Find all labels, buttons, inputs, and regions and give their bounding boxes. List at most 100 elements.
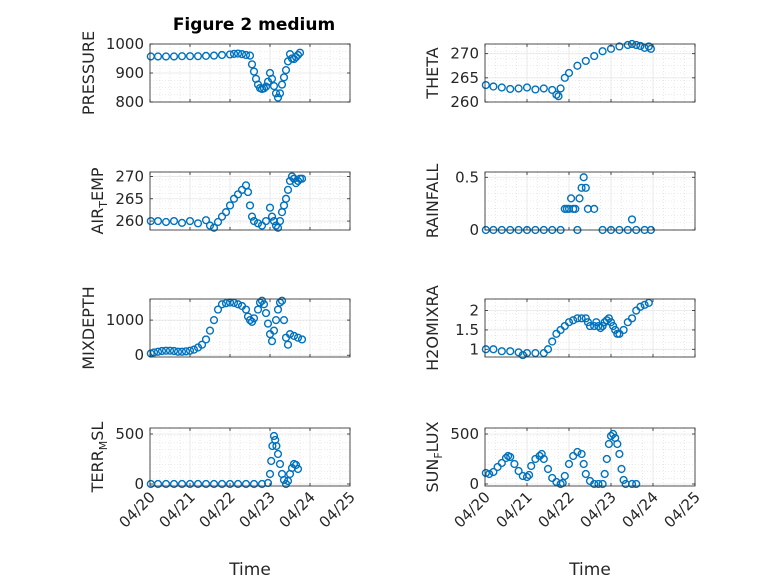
data-point xyxy=(293,176,303,186)
data-point xyxy=(560,73,569,82)
data-point xyxy=(489,82,498,91)
axes-box xyxy=(484,298,696,358)
data-point xyxy=(283,476,293,486)
y-axis-label-sub: F xyxy=(432,452,445,458)
data-point xyxy=(201,216,211,225)
data-point xyxy=(560,471,569,481)
y-axis-label: MIXDEPTH xyxy=(79,286,98,369)
data-point xyxy=(556,84,565,93)
data-point xyxy=(590,51,599,61)
axes-box xyxy=(149,427,351,487)
y-tick-label: 1000 xyxy=(106,311,144,329)
data-point xyxy=(594,479,603,489)
data-point xyxy=(247,60,257,69)
data-point xyxy=(165,346,175,355)
data-point xyxy=(161,52,171,61)
y-tick-label: 2 xyxy=(469,302,479,320)
data-point xyxy=(275,89,285,98)
y-tick-label: 265 xyxy=(115,190,144,208)
y-axis-label-rest: LUX xyxy=(423,421,442,452)
subplot-6: 11.52 H2OMIXRA xyxy=(423,285,696,371)
data-point xyxy=(275,459,285,469)
data-point xyxy=(249,216,259,226)
x-tick-label: 04/20 xyxy=(116,488,159,531)
data-point xyxy=(277,80,287,89)
data-point xyxy=(281,194,291,203)
data-point xyxy=(173,347,183,356)
data-point xyxy=(506,347,515,356)
data-point xyxy=(569,316,578,325)
data-point xyxy=(615,449,624,459)
data-point xyxy=(261,308,271,318)
y-axis-label: AIRTEMP xyxy=(88,167,110,234)
axes-box xyxy=(484,171,696,231)
data-point xyxy=(229,194,239,203)
data-point xyxy=(279,73,289,82)
data-point xyxy=(245,51,255,60)
y-tick-label: 260 xyxy=(115,212,144,230)
data-point xyxy=(585,321,595,331)
data-point xyxy=(259,300,269,309)
data-point xyxy=(169,52,179,61)
y-tick-label: 0.5 xyxy=(455,168,479,186)
y-axis-label: SUNFLUX xyxy=(423,421,445,492)
data-point xyxy=(283,340,293,349)
data-point xyxy=(291,460,301,470)
data-point xyxy=(283,185,293,194)
x-tick-label: 04/24 xyxy=(276,488,319,531)
data-point xyxy=(205,326,215,335)
x-tick-label: 04/21 xyxy=(156,488,199,531)
x-tick-label: 04/23 xyxy=(577,488,620,531)
data-point xyxy=(201,51,211,60)
data-point xyxy=(481,345,490,354)
data-point xyxy=(253,305,263,314)
data-point xyxy=(261,82,271,91)
y-axis-label: TERRMSL xyxy=(88,422,110,494)
data-point xyxy=(613,439,622,449)
data-point xyxy=(598,47,607,56)
axes-box xyxy=(149,298,351,358)
data-point xyxy=(510,459,519,469)
x-tick-label: 04/25 xyxy=(661,488,704,531)
subplot-2: 260 265 270 THETA xyxy=(423,39,696,111)
y-axis-label: H2OMIXRA xyxy=(423,285,442,371)
data-point xyxy=(527,461,536,471)
y-axis-label-main: TERR xyxy=(88,450,107,493)
data-point xyxy=(269,81,279,91)
data-point xyxy=(608,429,618,439)
y-axis-label-rest: EMP xyxy=(88,167,107,201)
data-point xyxy=(564,459,574,469)
data-point xyxy=(181,347,191,356)
data-point xyxy=(193,219,203,228)
data-point xyxy=(265,469,275,479)
data-point xyxy=(241,479,251,489)
data-point xyxy=(627,479,637,489)
y-tick-label: 500 xyxy=(450,425,479,443)
data-point xyxy=(249,314,259,323)
data-point xyxy=(209,51,219,60)
axes-box xyxy=(149,171,351,231)
x-tick-label: 04/20 xyxy=(451,488,494,531)
data-point xyxy=(566,194,576,203)
x-tick-label: 04/23 xyxy=(236,488,279,531)
data-point xyxy=(193,479,203,489)
y-axis-label: THETA xyxy=(423,47,442,99)
data-point xyxy=(524,470,534,480)
data-point xyxy=(623,40,632,50)
data-point xyxy=(293,464,303,474)
data-point xyxy=(213,305,223,314)
figure-title: Figure 2 medium xyxy=(173,15,335,35)
data-point xyxy=(271,221,281,230)
x-axis-label: Time xyxy=(568,560,611,580)
data-point xyxy=(169,216,179,226)
data-point xyxy=(291,179,301,188)
data-point xyxy=(627,314,637,323)
data-point xyxy=(554,92,563,101)
data-point xyxy=(189,345,199,354)
data-point xyxy=(245,315,255,325)
data-point xyxy=(221,208,231,217)
x-tick-label: 04/21 xyxy=(493,488,536,531)
x-tick-label: 04/22 xyxy=(196,488,239,531)
data-point xyxy=(596,323,605,333)
data-point xyxy=(640,300,649,309)
